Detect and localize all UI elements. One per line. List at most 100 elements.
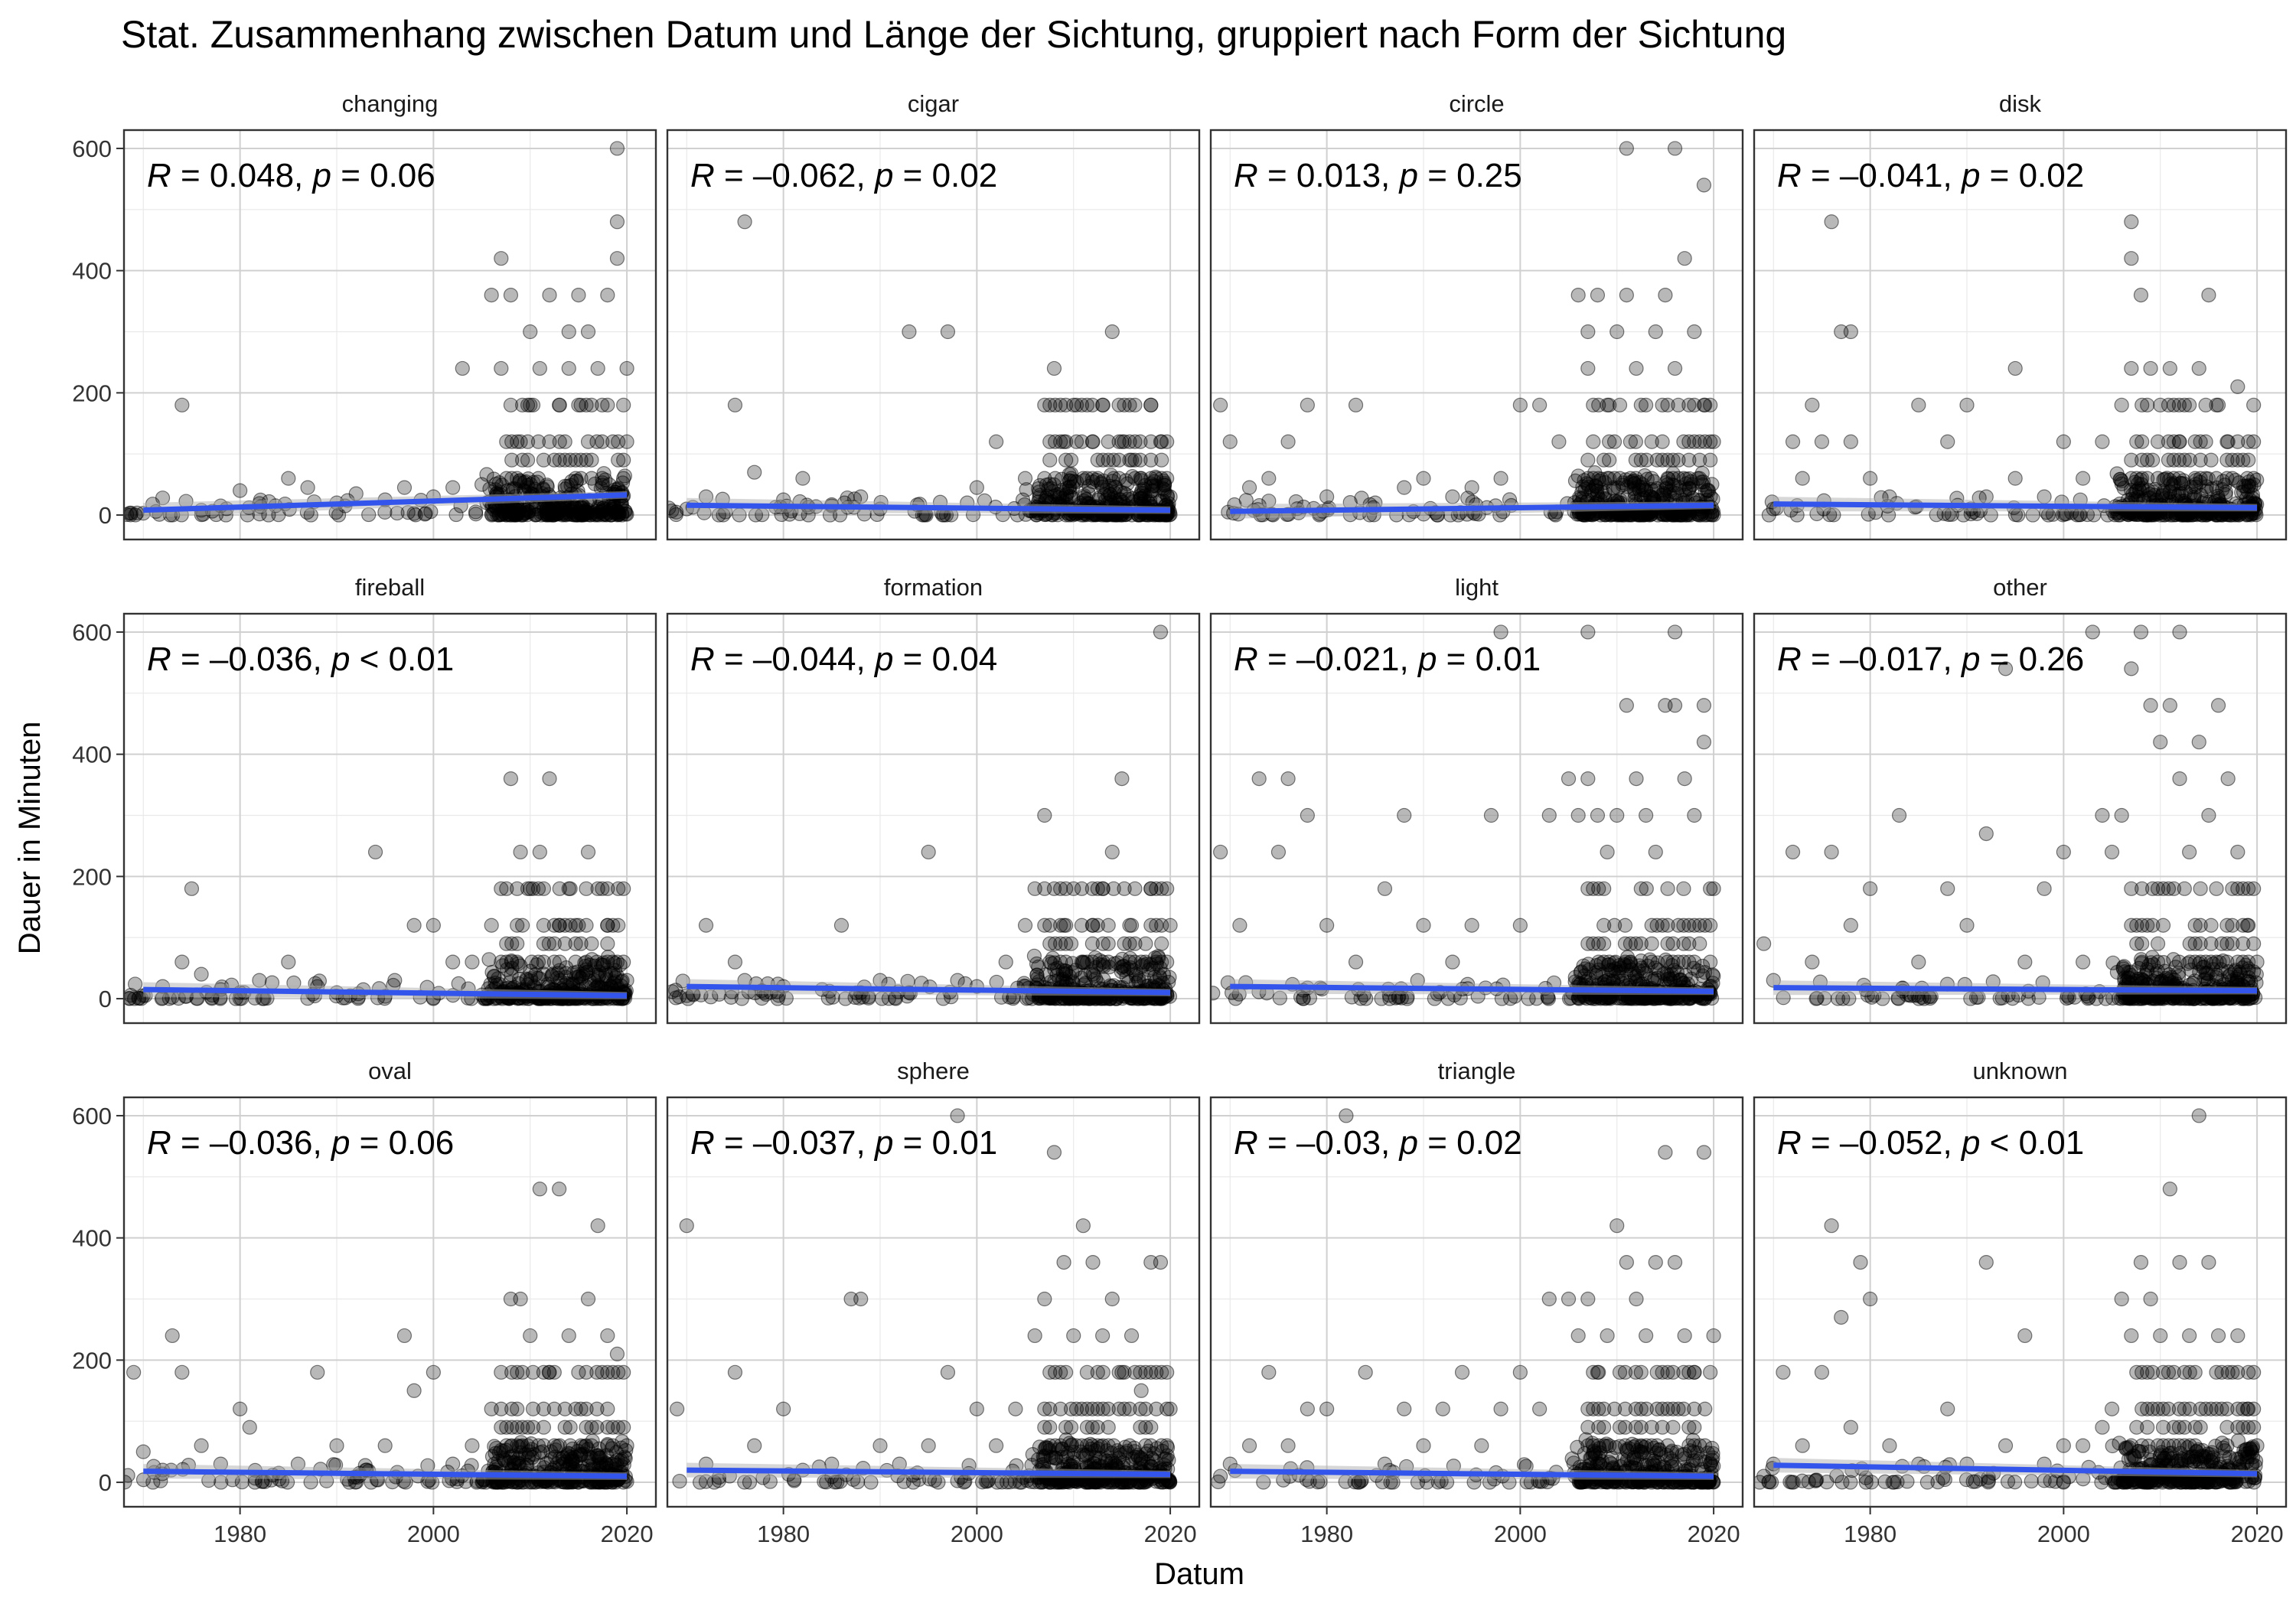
panel-border	[666, 129, 1201, 541]
data-point	[504, 471, 520, 486]
data-point	[2161, 434, 2177, 449]
data-point	[1127, 881, 1143, 896]
data-point	[2076, 471, 2091, 486]
data-point	[2132, 483, 2148, 498]
data-point	[1046, 360, 1062, 376]
data-point	[1154, 954, 1169, 970]
data-point	[667, 984, 680, 999]
data-point	[563, 918, 578, 933]
data-point	[510, 936, 525, 951]
data-point	[2124, 661, 2139, 676]
data-point	[1056, 434, 1071, 449]
data-point	[329, 1438, 344, 1453]
data-point	[568, 452, 583, 468]
data-point	[616, 1420, 631, 1435]
facet-strip-label: sphere	[897, 1058, 970, 1084]
data-point	[396, 480, 413, 495]
data-point	[1143, 397, 1159, 412]
data-point	[536, 1420, 552, 1435]
data-point	[541, 936, 556, 951]
data-point	[542, 434, 557, 449]
data-point	[1580, 624, 1596, 640]
data-point	[1687, 807, 1702, 823]
data-point	[2245, 491, 2261, 507]
data-point	[1124, 918, 1140, 933]
data-point	[1063, 936, 1079, 951]
data-point	[1703, 489, 1718, 504]
data-point	[1124, 1328, 1140, 1344]
data-point	[532, 844, 547, 860]
data-point	[242, 1420, 257, 1435]
data-point	[1047, 488, 1062, 504]
data-point	[1056, 1254, 1071, 1270]
data-point	[619, 1438, 634, 1453]
data-point	[1638, 483, 1653, 498]
data-point	[1551, 434, 1567, 449]
data-point	[568, 954, 583, 970]
data-point	[455, 360, 470, 376]
data-point	[2143, 360, 2158, 376]
data-point	[609, 251, 625, 266]
data-point	[1824, 844, 1839, 860]
data-point	[600, 918, 615, 933]
data-point	[1319, 918, 1335, 933]
data-point	[558, 970, 573, 985]
data-point	[426, 1364, 441, 1380]
data-point	[2095, 807, 2110, 823]
data-point	[561, 324, 576, 340]
correlation-annotation: R = 0.013, p = 0.25	[1234, 157, 1522, 194]
data-point	[1058, 881, 1074, 896]
data-point	[1600, 844, 1615, 860]
data-point	[1114, 771, 1130, 787]
data-point	[2177, 881, 2192, 896]
data-point	[2171, 452, 2187, 468]
data-point	[1159, 954, 1175, 970]
x-axis-title: Datum	[1154, 1557, 1244, 1591]
data-point	[727, 954, 743, 970]
data-point	[310, 1364, 325, 1380]
data-point	[1079, 954, 1095, 970]
data-point	[510, 881, 525, 896]
data-point	[1104, 1291, 1120, 1307]
data-point	[499, 471, 514, 486]
data-point	[600, 397, 615, 412]
data-point	[468, 504, 484, 520]
data-point	[1696, 178, 1712, 193]
data-point	[1692, 452, 1707, 468]
data-point	[1612, 397, 1628, 412]
data-point	[595, 397, 610, 412]
data-point	[1493, 471, 1508, 486]
data-point	[1117, 881, 1132, 896]
data-point	[552, 1182, 567, 1197]
data-point	[1703, 434, 1718, 449]
y-tick-label: 400	[72, 258, 112, 285]
data-point	[1602, 452, 1617, 468]
data-point	[2140, 471, 2155, 486]
data-point	[1084, 936, 1100, 951]
data-point	[1681, 471, 1698, 487]
data-point	[579, 881, 594, 896]
data-point	[2114, 397, 2129, 412]
data-point	[1037, 807, 1052, 823]
data-point	[552, 954, 567, 970]
facet-strip-label: disk	[1999, 90, 2042, 117]
data-point	[1639, 881, 1654, 896]
data-point	[1644, 471, 1659, 486]
data-point	[1660, 452, 1675, 468]
data-point	[1058, 397, 1074, 412]
data-point	[1667, 141, 1683, 156]
data-point	[2182, 397, 2197, 412]
panel-border	[666, 612, 1201, 1025]
data-point	[1095, 1328, 1110, 1344]
data-point	[1756, 936, 1772, 951]
data-point	[670, 1401, 685, 1416]
data-point	[515, 918, 530, 933]
y-tick-label: 200	[72, 863, 112, 890]
data-point	[1137, 972, 1152, 987]
data-point	[600, 1401, 615, 1416]
data-point	[1354, 491, 1369, 506]
data-point	[233, 1401, 248, 1416]
data-point	[174, 397, 190, 412]
data-point	[1580, 360, 1596, 376]
